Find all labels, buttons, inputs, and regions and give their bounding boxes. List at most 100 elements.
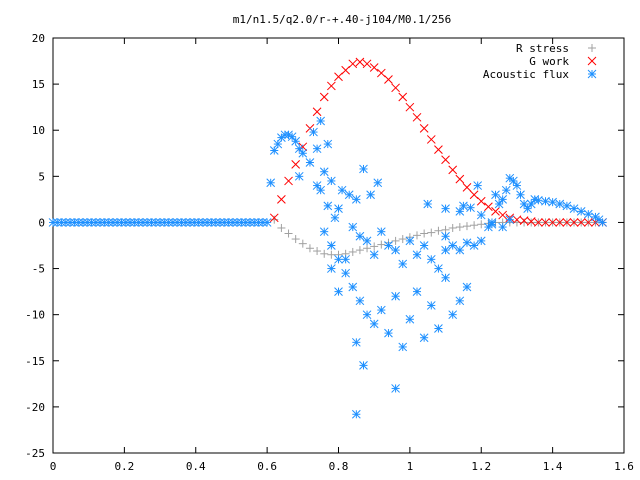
acoustic-flux-point	[316, 185, 326, 195]
legend-marker	[588, 44, 596, 52]
g-work-point	[569, 218, 579, 227]
acoustic-flux-point	[376, 227, 386, 237]
baseline-point	[245, 218, 255, 227]
acoustic-flux-point	[366, 190, 375, 200]
r-stress-point	[270, 215, 279, 224]
acoustic-flux-point	[441, 204, 450, 213]
y-tick-label: -25	[25, 447, 45, 460]
acoustic-flux-point	[391, 384, 400, 393]
acoustic-flux-point	[291, 136, 301, 146]
g-work-point	[384, 75, 393, 84]
baseline-point	[61, 218, 71, 227]
x-tick-label: 0.8	[329, 460, 349, 473]
g-work-point	[555, 218, 565, 227]
acoustic-flux-point	[583, 209, 593, 219]
r-stress-point	[413, 231, 422, 240]
r-stress-point	[462, 222, 471, 231]
r-stress-point	[348, 247, 357, 256]
acoustic-flux-point	[459, 201, 468, 211]
acoustic-flux-point	[441, 231, 450, 241]
y-tick-label: 5	[38, 170, 45, 183]
acoustic-flux-point	[441, 245, 450, 255]
acoustic-flux-point	[512, 181, 522, 190]
acoustic-flux-point	[359, 164, 368, 174]
acoustic-flux-point	[362, 310, 372, 320]
acoustic-flux-point	[316, 116, 326, 126]
r-stress-point	[527, 218, 536, 227]
y-tick-label: 15	[32, 78, 45, 91]
r-stress-point	[305, 244, 314, 253]
g-work-point	[548, 218, 557, 227]
g-work-point	[434, 145, 443, 154]
g-work-point	[491, 207, 500, 216]
r-stress-point	[420, 229, 429, 238]
acoustic-flux-point	[373, 178, 383, 188]
g-work-point	[512, 215, 522, 225]
acoustic-flux-point	[355, 231, 365, 241]
g-work-point	[583, 218, 593, 227]
r-stress-point	[427, 228, 436, 237]
g-work-point	[462, 183, 472, 192]
r-stress-point	[434, 226, 443, 235]
g-work-point	[355, 57, 365, 67]
r-stress-point	[455, 223, 464, 232]
acoustic-flux-point	[569, 204, 579, 213]
r-stress-point	[398, 235, 407, 244]
acoustic-flux-point	[348, 282, 358, 292]
r-stress-point	[377, 240, 386, 249]
acoustic-flux-point	[369, 319, 379, 329]
acoustic-flux-point	[598, 218, 607, 227]
acoustic-flux-point	[448, 241, 458, 250]
g-work-point	[269, 213, 279, 223]
g-work-point	[476, 196, 486, 206]
g-work-point	[441, 155, 450, 165]
baseline-point	[70, 218, 79, 227]
acoustic-flux-point	[344, 190, 354, 200]
acoustic-flux-point	[287, 132, 297, 142]
y-tick-label: 10	[32, 124, 45, 137]
r-stress-point	[284, 229, 293, 238]
g-work-point	[412, 112, 422, 122]
acoustic-flux-point	[348, 222, 358, 232]
acoustic-flux-point	[323, 139, 333, 149]
baseline-point	[224, 218, 233, 227]
baseline-point	[262, 218, 272, 227]
y-tick-label: -20	[25, 401, 45, 414]
baseline-point	[164, 218, 173, 227]
baseline-point	[65, 218, 75, 227]
g-work-point	[391, 83, 400, 93]
g-work-point	[533, 218, 543, 227]
acoustic-flux-point	[405, 236, 415, 246]
acoustic-flux-point	[469, 241, 479, 250]
g-work-point	[376, 68, 386, 78]
g-work-point	[319, 92, 329, 102]
baseline-point	[155, 218, 165, 227]
acoustic-flux-point	[533, 195, 543, 205]
acoustic-flux-point	[391, 291, 400, 301]
acoustic-flux-point	[327, 176, 336, 186]
g-work-point	[291, 159, 301, 169]
r-stress-point	[370, 242, 379, 251]
baseline-point	[249, 218, 259, 227]
acoustic-flux-point	[576, 207, 586, 216]
baseline-point	[121, 218, 131, 227]
x-tick-label: 0.4	[186, 460, 206, 473]
acoustic-flux-point	[412, 287, 422, 296]
acoustic-flux-point	[327, 241, 336, 250]
baseline-point	[91, 218, 101, 227]
g-work-point	[277, 195, 286, 204]
baseline-point	[207, 218, 216, 227]
acoustic-flux-point	[494, 199, 504, 209]
acoustic-flux-point	[501, 185, 511, 195]
acoustic-flux-point	[384, 328, 393, 338]
acoustic-flux-point	[419, 333, 429, 343]
acoustic-flux-point	[384, 241, 393, 250]
r-stress-point	[327, 250, 336, 259]
g-work-point	[348, 59, 358, 69]
g-work-point	[362, 59, 372, 69]
baseline-point	[258, 218, 268, 227]
acoustic-flux-point	[319, 227, 329, 237]
r-stress-point	[391, 236, 400, 245]
y-tick-label: -10	[25, 309, 45, 322]
axes: 0 0.2 0.4 0.6 0.8 1 1.2 1.4 1.6 20 15 10 5 0 -5 -10 -15 -…	[25, 32, 634, 473]
